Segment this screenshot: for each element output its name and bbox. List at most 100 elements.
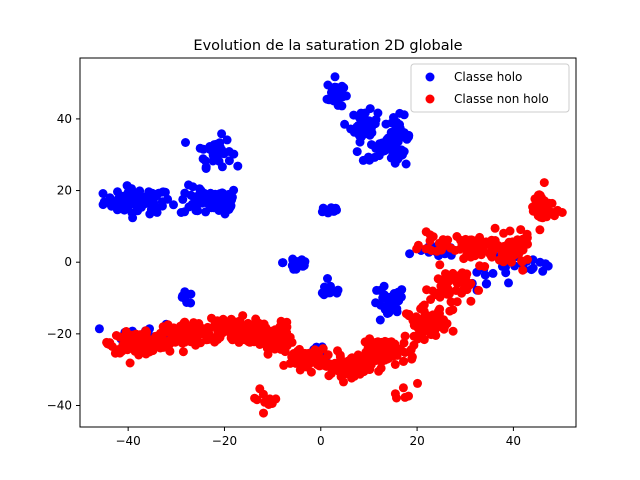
data-point (452, 232, 462, 241)
data-point (378, 293, 388, 303)
data-point (537, 196, 547, 206)
data-point (365, 365, 375, 374)
data-point (265, 394, 275, 404)
data-point (147, 188, 157, 198)
data-point (450, 245, 460, 255)
data-point (448, 326, 458, 336)
data-point (480, 270, 490, 280)
data-point (219, 206, 229, 216)
data-point (399, 356, 408, 366)
data-point (131, 188, 141, 198)
data-point (365, 104, 375, 114)
data-point (371, 298, 381, 308)
data-point (258, 389, 268, 399)
data-point (379, 281, 389, 291)
data-point (259, 408, 268, 418)
data-point (279, 360, 289, 370)
data-point (257, 326, 267, 336)
data-point (421, 227, 431, 237)
data-point (217, 162, 227, 172)
data-point (291, 264, 301, 274)
data-point (376, 363, 386, 373)
data-point (98, 189, 108, 198)
data-point (187, 199, 197, 209)
data-point (125, 338, 135, 348)
data-point (180, 317, 190, 327)
data-point (203, 326, 213, 336)
data-point (205, 142, 215, 151)
data-point (180, 293, 190, 303)
y-axis: −40 −20 0 20 40 (47, 112, 80, 413)
data-point (372, 285, 382, 295)
data-point (419, 300, 429, 310)
data-point (517, 256, 526, 266)
data-point (328, 205, 338, 215)
legend-label: Classe non holo (454, 92, 549, 106)
data-point (294, 354, 303, 364)
data-point (340, 119, 350, 129)
data-point (538, 266, 548, 276)
data-point (448, 268, 458, 278)
data-point (459, 280, 469, 290)
data-point (499, 228, 509, 238)
data-point (553, 205, 563, 215)
y-tick-label: 40 (57, 112, 72, 126)
data-point (390, 339, 400, 349)
y-tick-label: −20 (47, 327, 72, 341)
data-point (327, 83, 337, 93)
data-point (125, 358, 135, 368)
data-point (332, 288, 342, 298)
data-point (178, 347, 188, 357)
data-point (228, 335, 237, 345)
data-point (206, 203, 216, 213)
data-point (431, 290, 441, 300)
data-point (280, 347, 290, 357)
x-tick-label: 40 (506, 434, 521, 448)
data-point (165, 346, 175, 356)
data-point (375, 315, 385, 325)
data-point (180, 188, 190, 198)
data-point (539, 178, 549, 188)
data-point (170, 337, 180, 347)
data-point (389, 148, 399, 157)
data-point (323, 350, 333, 360)
data-point (288, 254, 298, 264)
data-point (502, 240, 512, 250)
data-point (509, 250, 519, 260)
y-tick-label: 20 (57, 184, 72, 198)
data-point (306, 367, 316, 377)
data-point (538, 213, 548, 223)
series-1-points (102, 178, 567, 418)
data-point (222, 135, 232, 145)
data-point (395, 108, 405, 118)
y-tick-label: 0 (64, 255, 72, 269)
data-point (184, 180, 193, 190)
data-point (392, 393, 401, 403)
data-point (250, 393, 260, 403)
data-point (387, 350, 396, 360)
data-point (375, 143, 385, 153)
data-point (480, 262, 490, 271)
data-point (419, 306, 429, 316)
data-point (526, 265, 536, 275)
data-point (107, 201, 116, 211)
data-point (353, 350, 363, 360)
data-point (435, 260, 445, 270)
data-point (435, 304, 445, 314)
data-point (387, 296, 397, 305)
data-point (349, 110, 359, 120)
data-point (322, 361, 332, 371)
data-point (207, 313, 216, 323)
data-point (131, 199, 141, 209)
data-point (377, 340, 387, 350)
data-point (330, 72, 340, 82)
data-point (180, 326, 190, 336)
data-point (163, 320, 173, 330)
data-point (409, 340, 419, 350)
data-point (94, 324, 104, 334)
data-point (146, 205, 156, 215)
data-point (345, 358, 355, 368)
data-point (428, 325, 437, 334)
data-point (299, 261, 309, 270)
